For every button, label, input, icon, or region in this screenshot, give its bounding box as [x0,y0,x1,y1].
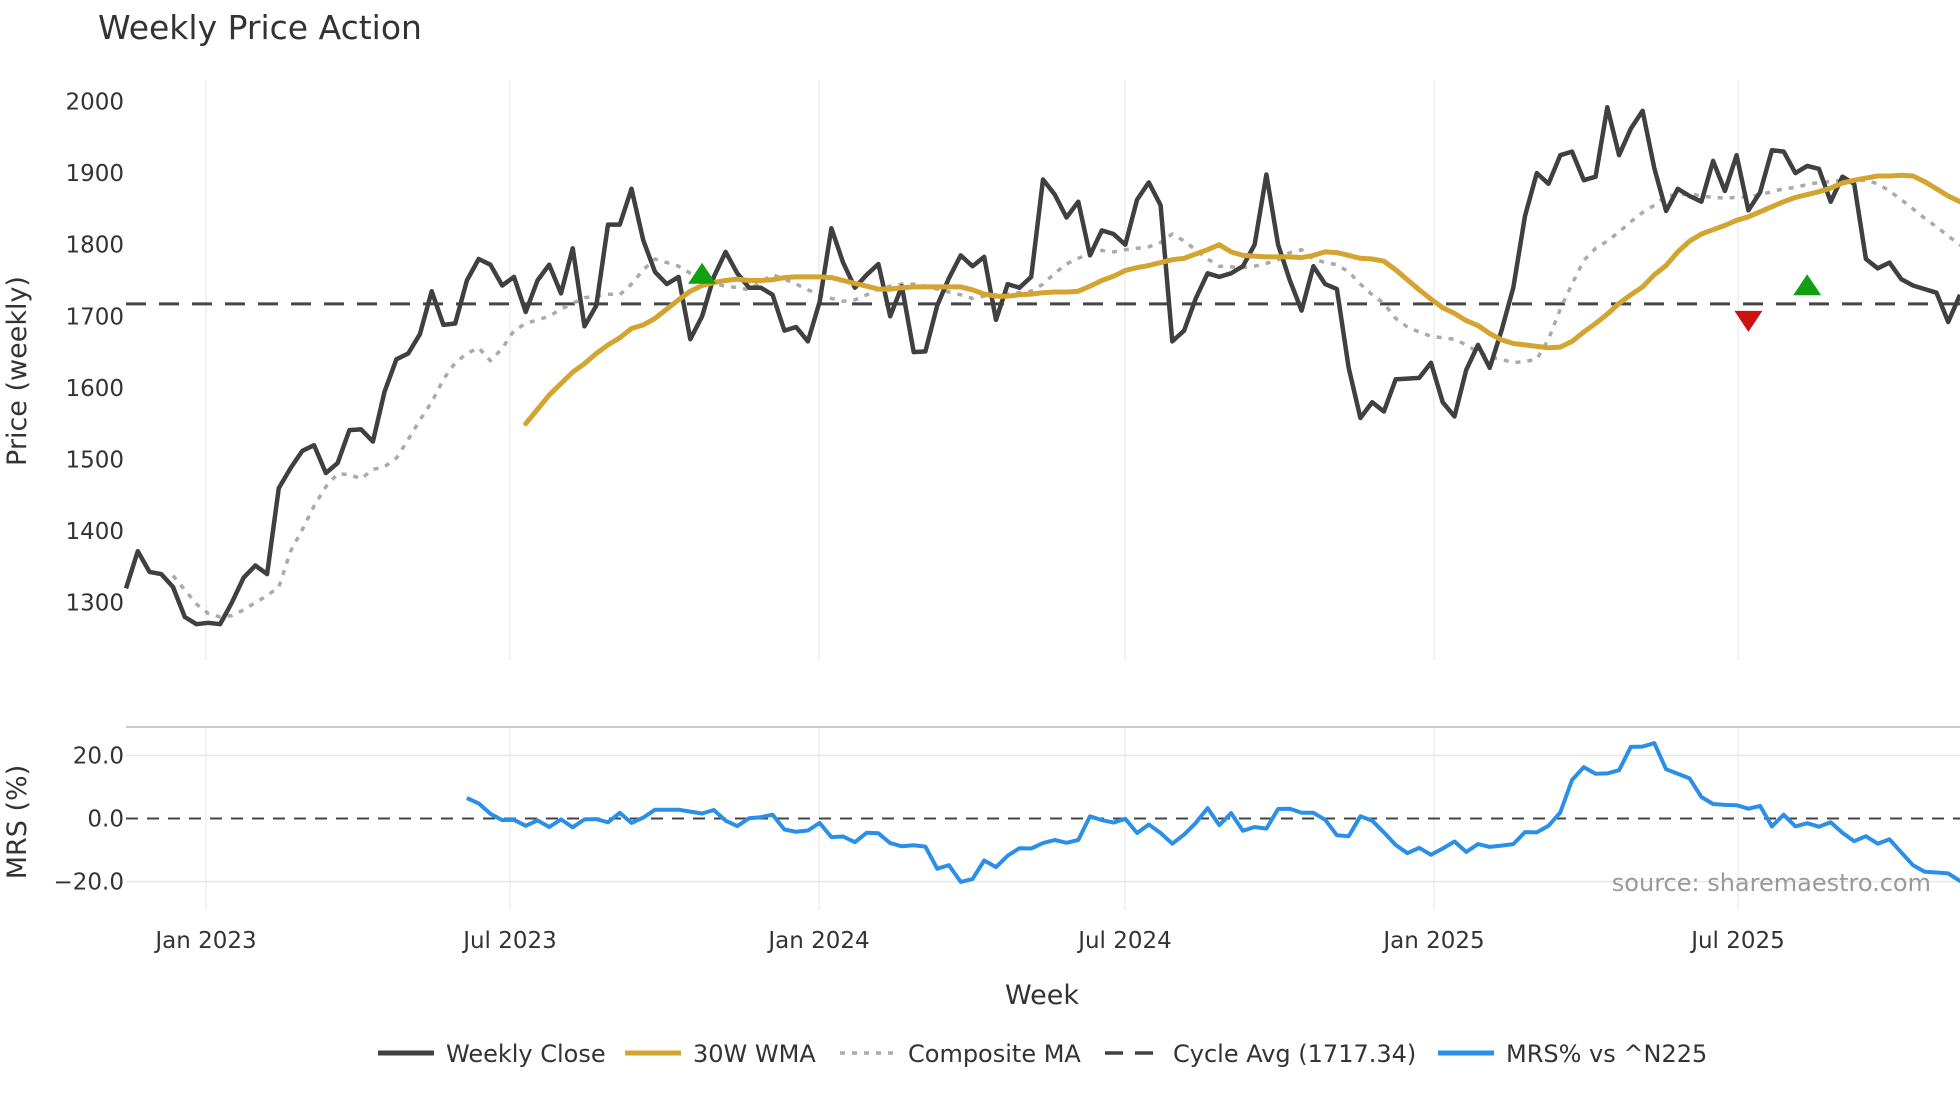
wma-30w-series [523,172,1960,427]
mrs-tick-0: 20.0 [73,743,124,769]
mrs-axis-label: MRS (%) [2,765,33,880]
x-tick-4: Jan 2025 [1381,928,1484,954]
mrs-tick-1: 0.0 [87,807,124,833]
mrs-horizontal-gridlines [126,754,1960,883]
price-axis-label: Price (weekly) [2,276,33,466]
buy-signal-2 [1793,274,1822,296]
x-tick-2: Jan 2024 [766,928,869,954]
legend-label-0: Weekly Close [446,1040,606,1068]
x-tick-labels: Jan 2023 Jul 2023 Jan 2024 Jul 2024 Jan 2025… [153,928,1784,954]
sell-signal-1 [1734,310,1763,332]
x-tick-3: Jul 2024 [1076,928,1172,954]
price-tick-1800: 1800 [65,233,124,259]
mrs-tick-2: −20.0 [54,870,124,896]
legend-label-1: 30W WMA [693,1040,816,1068]
weekly-close-series [123,104,1960,627]
legend-label-3: Cycle Avg (1717.34) [1173,1040,1416,1068]
price-y-ticks: 1300 1400 1500 1600 1700 1800 1900 2000 [65,89,124,616]
legend-label-4: MRS% vs ^N225 [1506,1040,1707,1068]
composite-ma-series [171,178,1960,619]
signal-markers [688,262,1822,332]
source-label: source: sharemaestro.com [1612,869,1931,897]
price-tick-2000: 2000 [65,89,124,115]
price-tick-1500: 1500 [65,448,124,474]
legend-label-2: Composite MA [908,1040,1081,1068]
price-tick-1300: 1300 [65,591,124,617]
mrs-series [466,741,1960,884]
price-tick-1400: 1400 [65,519,124,545]
x-tick-5: Jul 2025 [1689,928,1785,954]
x-tick-1: Jul 2023 [461,928,557,954]
legend: Weekly Close 30W WMA Composite MA Cycle Avg… [378,1040,1707,1068]
x-tick-0: Jan 2023 [153,928,256,954]
buy-signal-0 [688,262,717,284]
price-tick-1600: 1600 [65,376,124,402]
price-tick-1900: 1900 [65,161,124,187]
price-tick-1700: 1700 [65,304,124,330]
x-axis-label: Week [1005,980,1079,1011]
chart-title: Weekly Price Action [98,8,422,47]
mrs-y-ticks: 20.0 0.0 −20.0 [54,743,124,895]
